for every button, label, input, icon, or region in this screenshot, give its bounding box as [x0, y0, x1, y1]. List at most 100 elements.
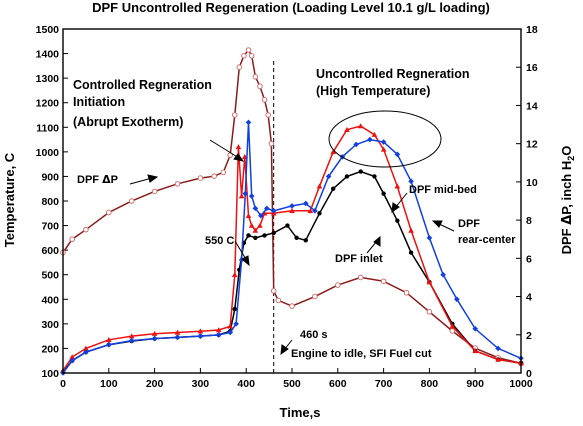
point-dpf-mid-bed-2 [83, 345, 89, 351]
point-dpf-rear-center-28 [408, 178, 414, 185]
point-dpf-mid-bed-14 [245, 212, 252, 218]
annotation-uncontrolled-2: (High Temperature) [316, 84, 430, 98]
point-dpf-p-6 [174, 181, 181, 187]
point-dpf-inlet-18 [294, 235, 299, 241]
point-dpf-mid-bed-31 [449, 323, 456, 329]
point-dpf-rear-center-5 [151, 335, 158, 342]
arrow-inlet-head [373, 235, 381, 247]
point-dpf-rear-center-20 [302, 200, 309, 207]
x-tick-label-6: 600 [329, 378, 347, 390]
point-dpf-p-23 [289, 303, 295, 309]
point-dpf-rear-center-29 [426, 235, 433, 241]
y2-title-sub: 2 [566, 156, 576, 161]
point-dpf-rear-center-9 [227, 329, 233, 336]
x-tick-label-9: 900 [466, 378, 484, 390]
point-dpf-rear-center-12 [242, 190, 249, 197]
annotation-uncontrolled-1: Uncontrolled Regneration [316, 67, 469, 81]
x-tick-label-0: 0 [60, 378, 66, 390]
annotation-dpf-midbed: DPF mid-bed [409, 184, 477, 196]
point-dpf-mid-bed-32 [472, 348, 478, 354]
point-dpf-inlet-17 [285, 223, 290, 228]
y2-tick-label-4: 8 [526, 215, 532, 227]
point-dpf-p-1 [69, 236, 75, 243]
point-dpf-p-29 [426, 309, 433, 315]
series-dpf-mid-bed [60, 123, 524, 373]
point-dpf-mid-bed-28 [394, 183, 401, 189]
annotation-550c: 550 C [205, 235, 234, 247]
annotation-dpf-inlet: DPF inlet [335, 253, 383, 265]
arrow-midbed-head [391, 202, 400, 214]
y-tick-label-9: 1000 [36, 147, 60, 159]
point-dpf-rear-center-27 [394, 151, 401, 158]
point-dpf-mid-bed-9 [227, 323, 233, 329]
point-dpf-p-26 [357, 274, 364, 281]
point-dpf-rear-center-24 [353, 141, 359, 148]
point-dpf-mid-bed-15 [248, 222, 255, 228]
point-dpf-rear-center-19 [289, 203, 295, 209]
annotation-dpf-dp: DPF ΔP [77, 173, 118, 186]
point-dpf-p-4 [128, 198, 135, 204]
point-dpf-p-7 [197, 175, 204, 181]
point-dpf-mid-bed-20 [289, 208, 295, 214]
point-dpf-mid-bed-8 [215, 327, 222, 333]
y2-tick-label-1: 2 [526, 330, 532, 342]
point-dpf-mid-bed-11 [235, 144, 242, 150]
point-dpf-p-27 [380, 278, 387, 285]
y-tick-label-14: 1500 [36, 24, 60, 36]
point-dpf-mid-bed-17 [257, 222, 263, 228]
x-tick-label-5: 500 [283, 378, 301, 390]
point-dpf-p-21 [270, 288, 277, 294]
point-dpf-rear-center-10 [233, 321, 239, 327]
arrow-dp-head [147, 174, 159, 183]
point-dpf-mid-bed-7 [197, 328, 204, 334]
point-dpf-mid-bed-12 [238, 193, 245, 199]
point-dpf-p-30 [449, 328, 456, 334]
point-dpf-p-15 [248, 52, 255, 59]
point-dpf-mid-bed-33 [495, 356, 501, 362]
point-dpf-p-5 [151, 188, 158, 195]
y2-tick-label-9: 18 [526, 24, 538, 36]
annotation-engine-idle: Engine to idle, SFI Fuel cut [291, 348, 432, 360]
y2-tick-label-5: 10 [526, 177, 538, 189]
y-tick-label-13: 1400 [36, 49, 60, 61]
point-dpf-rear-center-11 [238, 257, 245, 263]
point-dpf-inlet-26 [395, 218, 400, 223]
x-tick-label-1: 100 [100, 378, 118, 390]
point-dpf-mid-bed-5 [151, 330, 158, 336]
point-dpf-mid-bed-3 [106, 337, 112, 343]
y2-axis-title: DPF ΔP, inch H2O [559, 146, 576, 255]
point-dpf-p-12 [236, 64, 243, 71]
x-tick-label-8: 800 [421, 378, 439, 390]
arrow-dp-line [129, 177, 153, 185]
arrow-460-head [280, 344, 289, 356]
point-dpf-rear-center-14 [248, 193, 255, 199]
y-tick-label-7: 800 [41, 196, 59, 208]
point-dpf-inlet-25 [381, 191, 386, 196]
y-tick-label-12: 1300 [36, 73, 60, 85]
y2-tick-label-7: 14 [526, 100, 538, 112]
point-dpf-rear-center-33 [495, 345, 501, 352]
point-dpf-rear-center-15 [252, 205, 259, 212]
point-dpf-rear-center-17 [264, 205, 270, 212]
y2-tick-label-0: 0 [526, 368, 532, 380]
point-dpf-rear-center-13 [245, 119, 252, 126]
point-dpf-p-11 [231, 112, 238, 118]
point-dpf-mid-bed-4 [128, 333, 135, 339]
point-dpf-rear-center-4 [128, 337, 135, 344]
plot-frame [62, 28, 522, 374]
tick-layer: 0 100 200 300 400 500 600 700 800 900 100010020030… [36, 24, 538, 390]
point-dpf-rear-center-31 [454, 296, 460, 303]
point-dpf-p-19 [265, 112, 271, 118]
y-tick-label-6: 700 [41, 221, 59, 233]
series-line-dpf-p [62, 48, 522, 365]
point-dpf-inlet-21 [331, 186, 336, 191]
point-dpf-p-28 [403, 289, 410, 296]
point-dpf-mid-bed-24 [344, 126, 350, 132]
point-dpf-inlet-22 [344, 174, 350, 179]
x-tick-label-7: 700 [375, 378, 393, 390]
y-tick-label-10: 1100 [36, 122, 59, 134]
point-dpf-rear-center-6 [174, 334, 181, 341]
chart-title: DPF Uncontrolled Regeneration (Loading L… [92, 0, 490, 15]
y2-tick-label-8: 16 [526, 62, 538, 74]
point-dpf-mid-bed-27 [380, 146, 387, 152]
